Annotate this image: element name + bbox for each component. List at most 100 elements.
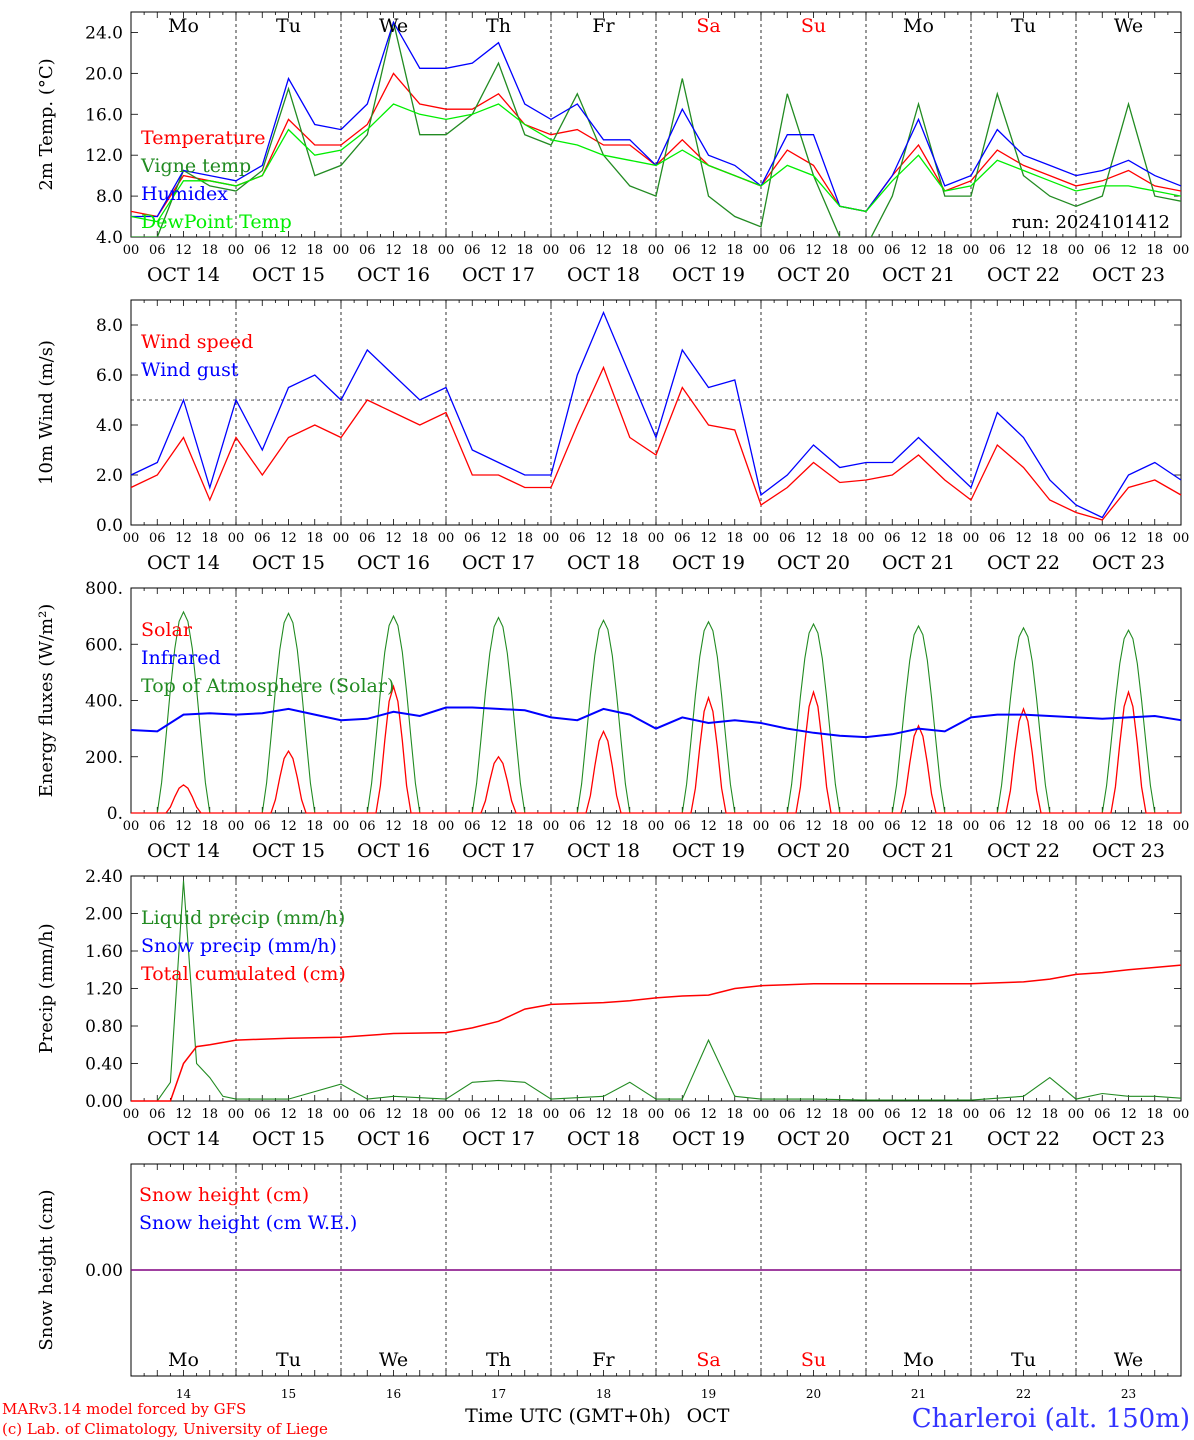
hour-tick-label: 18 — [411, 531, 428, 546]
hour-tick-label: 18 — [516, 243, 533, 258]
footer: MARv3.14 model forced by GFS (c) Lab. of … — [2, 1400, 1190, 1438]
hour-tick-label: 00 — [753, 531, 770, 546]
hour-tick-label: 06 — [254, 531, 271, 546]
hour-tick-label: 12 — [595, 531, 612, 546]
day-number: 15 — [281, 1387, 296, 1401]
date-label: OCT 16 — [357, 264, 430, 286]
hour-tick-label: 00 — [648, 243, 665, 258]
hour-tick-label: 18 — [306, 1107, 323, 1122]
month-label: OCT — [687, 1405, 730, 1427]
hour-tick-label: 00 — [858, 531, 875, 546]
hour-tick-label: 06 — [884, 819, 901, 834]
hour-tick-label: 00 — [858, 1107, 875, 1122]
date-label: OCT 14 — [147, 552, 220, 574]
hour-tick-label: 18 — [516, 1107, 533, 1122]
hour-tick-label: 18 — [936, 531, 953, 546]
hour-tick-label: 00 — [228, 531, 245, 546]
y-tick-label: 16.0 — [85, 105, 123, 125]
date-label: OCT 16 — [357, 552, 430, 574]
hour-tick-label: 12 — [175, 531, 192, 546]
legend-entry: Solar — [141, 619, 193, 641]
day-name: We — [1114, 15, 1143, 37]
date-label: OCT 18 — [567, 840, 640, 862]
hour-tick-label: 06 — [569, 1107, 586, 1122]
y-tick-label: 800. — [85, 579, 123, 599]
day-number: 17 — [491, 1387, 506, 1401]
hour-tick-label: 12 — [490, 819, 507, 834]
hour-tick-label: 00 — [1068, 243, 1085, 258]
hour-tick-label: 06 — [569, 531, 586, 546]
hour-tick-label: 00 — [123, 243, 140, 258]
hour-tick-label: 12 — [385, 1107, 402, 1122]
day-number: 19 — [701, 1387, 716, 1401]
hour-tick-label: 12 — [910, 819, 927, 834]
hour-tick-label: 12 — [805, 531, 822, 546]
hour-tick-label: 12 — [385, 243, 402, 258]
date-label: OCT 18 — [567, 1128, 640, 1150]
hour-tick-label: 00 — [333, 531, 350, 546]
date-label: OCT 19 — [672, 552, 745, 574]
hour-tick-label: 18 — [726, 819, 743, 834]
day-number: 16 — [386, 1387, 401, 1401]
legend-entry: DewPoint Temp — [141, 211, 292, 233]
date-label: OCT 23 — [1092, 840, 1165, 862]
date-label: OCT 20 — [777, 264, 850, 286]
hour-tick-label: 18 — [201, 531, 218, 546]
date-label: OCT 16 — [357, 1128, 430, 1150]
hour-tick-label: 06 — [464, 1107, 481, 1122]
date-label: OCT 20 — [777, 840, 850, 862]
day-name: Mo — [903, 15, 934, 37]
panel-1: 4.0 8.0 12.0 16.0 20.0 24.0 2m Temp. (°C) Mo Tu W… — [36, 11, 1189, 286]
hour-tick-label: 12 — [805, 243, 822, 258]
legend-entry: Total cumulated (cm) — [141, 963, 346, 985]
hour-tick-label: 00 — [753, 1107, 770, 1122]
hour-tick-label: 12 — [490, 1107, 507, 1122]
hour-tick-label: 18 — [621, 1107, 638, 1122]
y-axis-label: Precip (mm/h) — [36, 923, 57, 1053]
series-line-infrared — [130, 706, 1182, 739]
panel-frame — [130, 299, 1182, 526]
date-label: OCT 19 — [672, 264, 745, 286]
legend-entry: Wind gust — [141, 359, 239, 381]
panel-2: 0.0 2.0 4.0 6.0 8.0 10m Wind (m/s) Wind speed W… — [36, 299, 1189, 574]
hour-tick-label: 18 — [516, 531, 533, 546]
hour-tick-label: 06 — [779, 819, 796, 834]
date-label: OCT 15 — [252, 264, 325, 286]
hour-tick-label: 18 — [936, 1107, 953, 1122]
date-label: OCT 18 — [567, 552, 640, 574]
hour-tick-label: 12 — [385, 819, 402, 834]
hour-tick-label: 06 — [779, 1107, 796, 1122]
hour-tick-label: 06 — [464, 819, 481, 834]
hour-tick-label: 12 — [280, 243, 297, 258]
date-label: OCT 19 — [672, 840, 745, 862]
day-name: We — [1114, 1349, 1143, 1371]
legend-entry: Top of Atmosphere (Solar) — [141, 675, 394, 697]
hour-tick-label: 12 — [595, 1107, 612, 1122]
day-number: 14 — [176, 1387, 192, 1401]
hour-tick-label: 00 — [963, 819, 980, 834]
hour-tick-label: 00 — [648, 531, 665, 546]
day-name: Mo — [168, 1349, 199, 1371]
hour-tick-label: 00 — [438, 819, 455, 834]
hour-tick-label: 12 — [175, 819, 192, 834]
day-name: Tu — [276, 1349, 301, 1371]
hour-tick-label: 00 — [753, 819, 770, 834]
hour-tick-label: 18 — [306, 243, 323, 258]
hour-tick-label: 18 — [726, 1107, 743, 1122]
temp-lines — [131, 20, 1181, 237]
day-name: Fr — [592, 15, 615, 37]
hour-tick-label: 06 — [464, 243, 481, 258]
day-number: 22 — [1016, 1387, 1031, 1401]
y-tick-label: 400. — [85, 692, 123, 712]
hour-tick-label: 06 — [569, 243, 586, 258]
day-name: We — [379, 1349, 408, 1371]
hour-tick-label: 18 — [936, 819, 953, 834]
day-name: Tu — [276, 15, 301, 37]
hour-tick-label: 00 — [1068, 531, 1085, 546]
y-tick-label: 0. — [107, 804, 123, 824]
hour-tick-label: 18 — [1041, 1107, 1058, 1122]
date-label: OCT 20 — [777, 552, 850, 574]
hour-tick-label: 00 — [543, 531, 560, 546]
series-line-solar — [131, 684, 1181, 814]
hour-tick-label: 06 — [989, 819, 1006, 834]
